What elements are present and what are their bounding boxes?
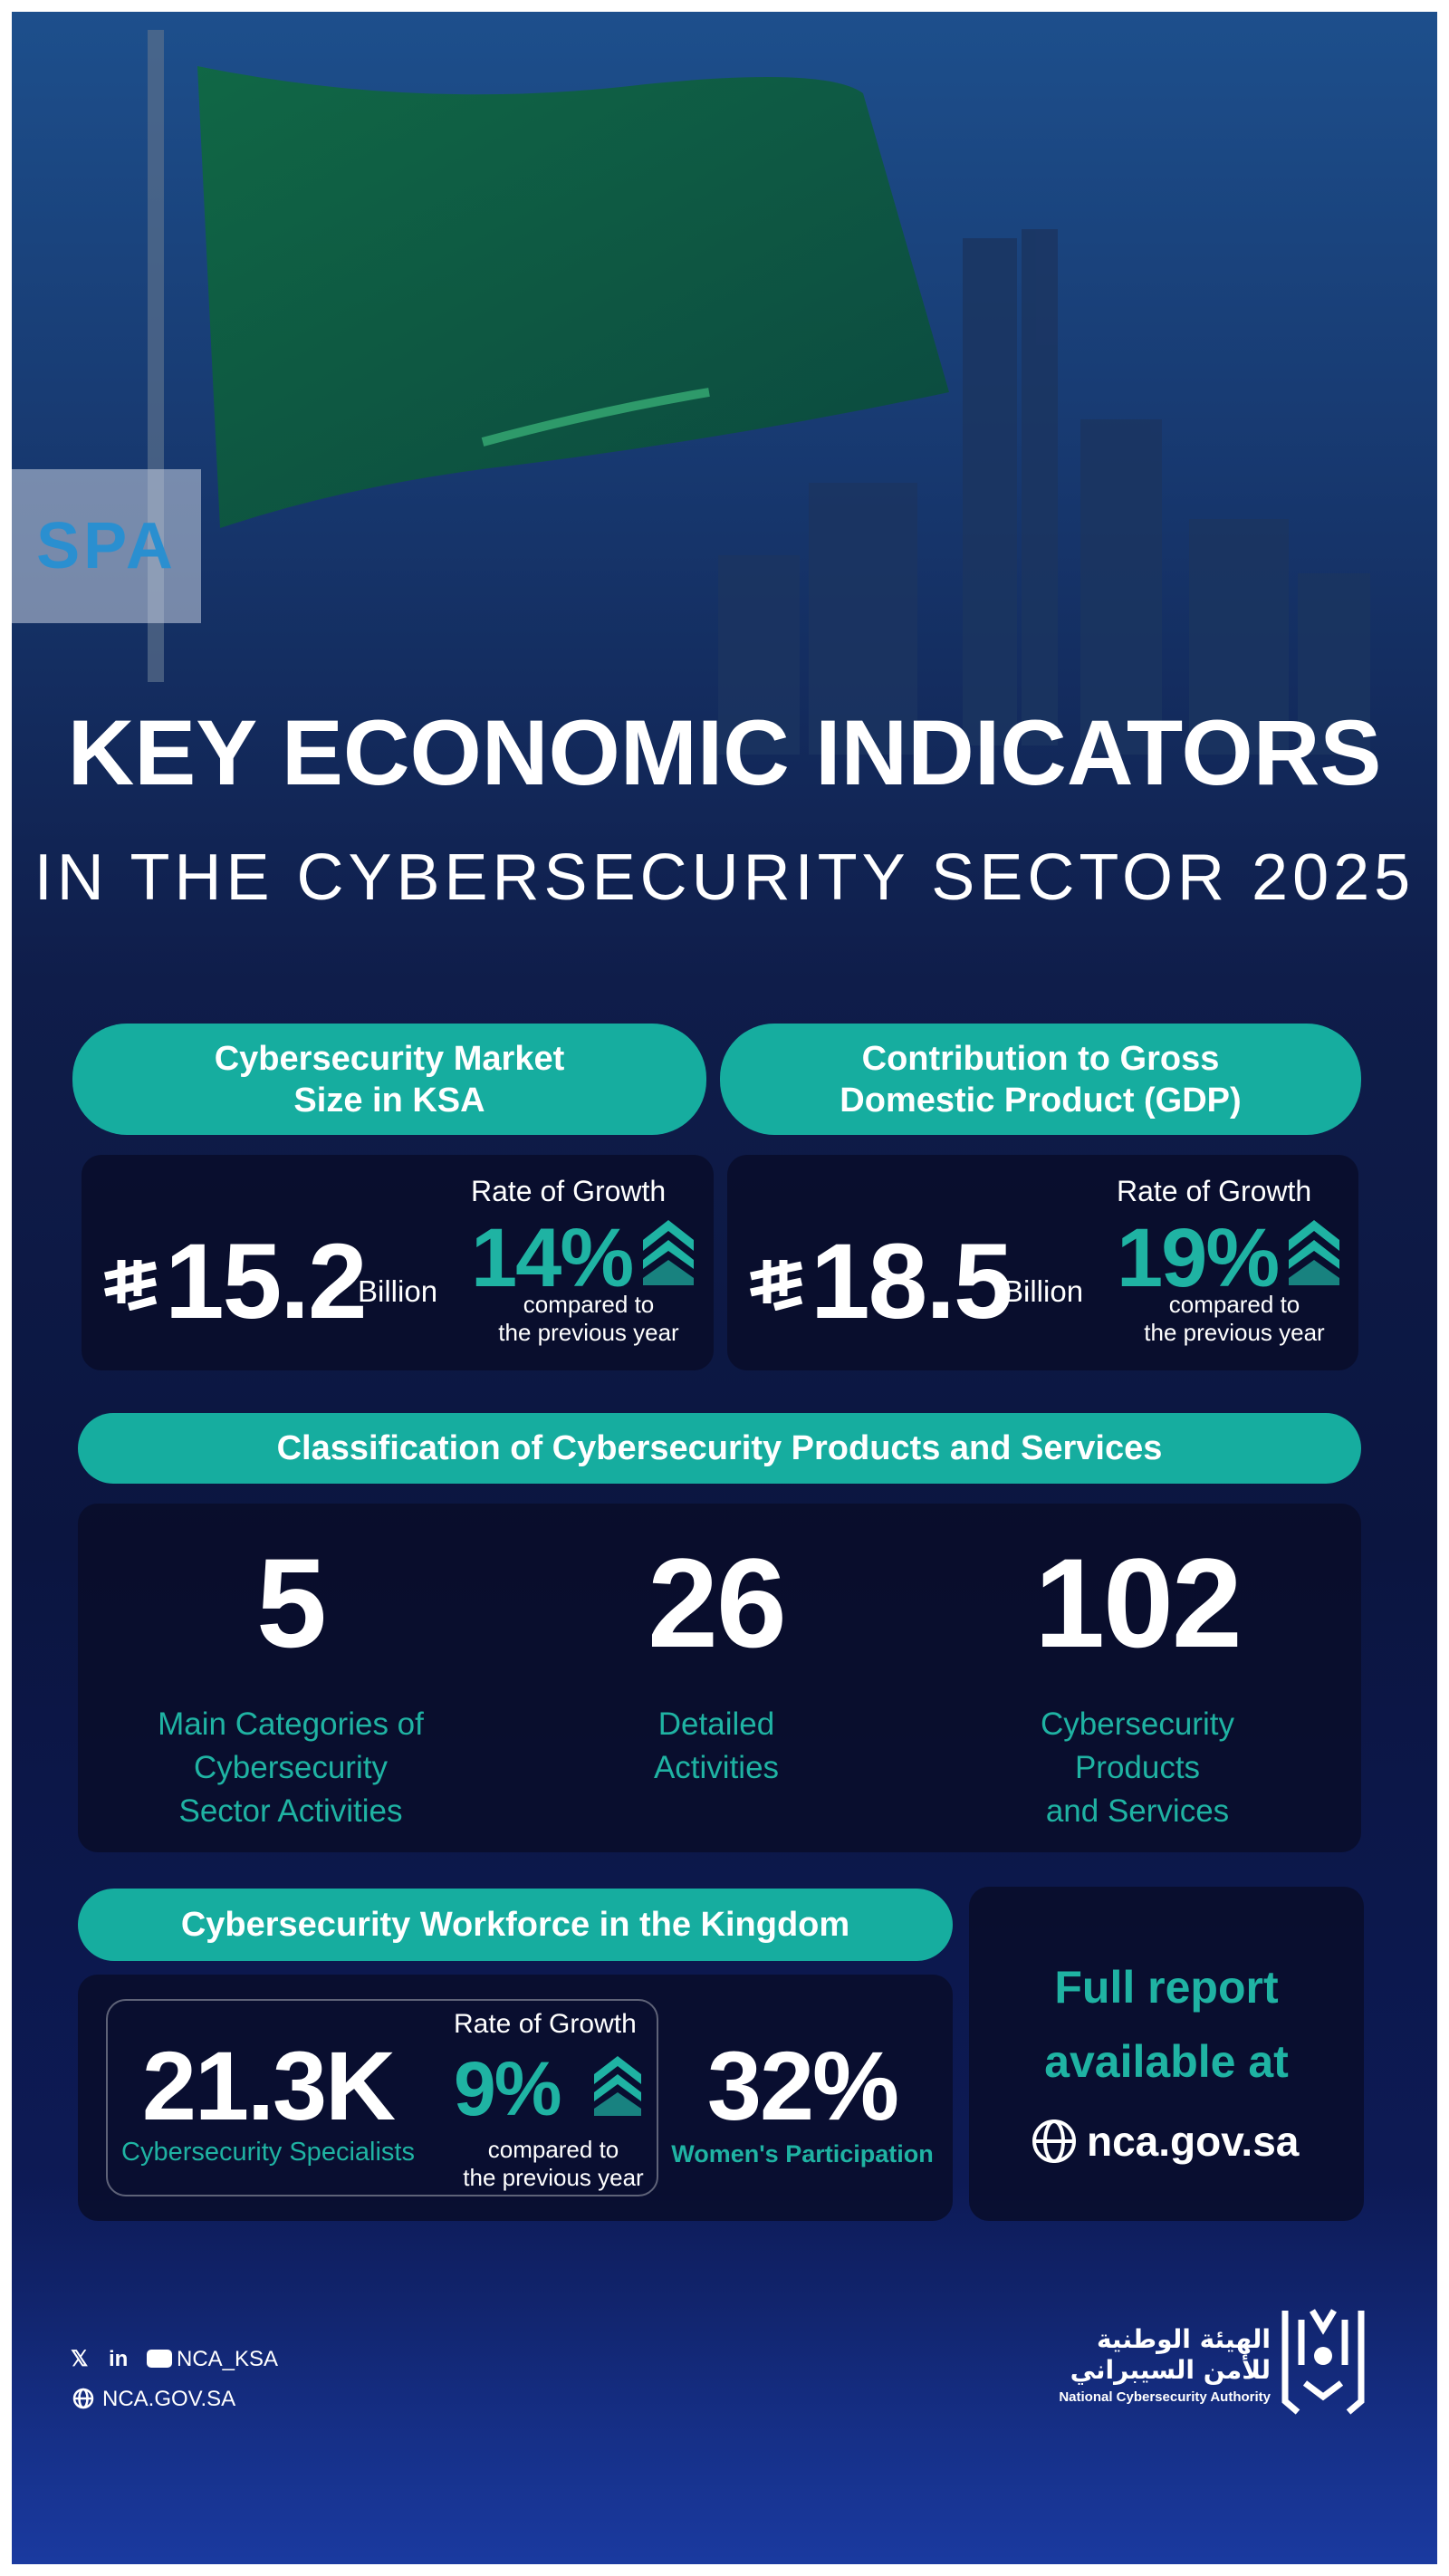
gdp-value: 18.5 xyxy=(811,1222,1013,1341)
growth-label: Rate of Growth xyxy=(1117,1175,1312,1207)
note-line: compared to xyxy=(523,1291,655,1318)
label-line: Main Categories of xyxy=(158,1706,424,1742)
growth-note: compared to the previous year xyxy=(1117,1291,1352,1347)
label-line: Activities xyxy=(653,1750,780,1785)
classification-box: 5 Main Categories of Cybersecurity Sector … xyxy=(78,1504,1361,1852)
report-line: available at xyxy=(1044,2036,1289,2087)
stat-label: Main Categories of Cybersecurity Sector Ac… xyxy=(114,1703,467,1833)
label-line: and Services xyxy=(1045,1793,1230,1829)
women-value: 32% xyxy=(706,2031,899,2140)
market-box: 15.2 Billion Rate of Growth 14% compared… xyxy=(82,1155,714,1370)
label-line: Cybersecurity xyxy=(1041,1706,1234,1742)
women-label: Women's Participation xyxy=(671,2140,934,2167)
riyal-symbol xyxy=(750,1260,803,1311)
workforce-heading: Cybersecurity Workforce in the Kingdom xyxy=(78,1889,953,1961)
title: KEY ECONOMIC INDICATORS xyxy=(67,701,1382,804)
growth-value: 19% xyxy=(1117,1212,1280,1304)
note-line: the previous year xyxy=(498,1319,679,1346)
note-line: compared to xyxy=(487,2136,619,2163)
market-value: 15.2 xyxy=(165,1222,368,1341)
infographic: SPA KEY ECONOMIC INDICATORS IN THE CYBER… xyxy=(12,12,1437,2564)
stat-label: Detailed Activities xyxy=(540,1703,893,1790)
growth-icon xyxy=(643,1220,694,1285)
growth-value: 14% xyxy=(471,1212,634,1304)
org-english: National Cybersecurity Authority xyxy=(1059,2389,1271,2405)
growth-note: compared to the previous year xyxy=(449,2136,657,2192)
classification-heading: Classification of Cybersecurity Products… xyxy=(78,1413,1361,1484)
org-line: للأمن السيبراني xyxy=(1070,2355,1271,2385)
social-handle: NCA_KSA xyxy=(177,2347,279,2371)
growth-value: 9% xyxy=(454,2046,561,2131)
heading-line: Domestic Product (GDP) xyxy=(840,1081,1242,1120)
growth-icon xyxy=(1289,1220,1339,1285)
heading-line: Contribution to Gross xyxy=(861,1039,1220,1078)
label-line: Sector Activities xyxy=(178,1793,403,1829)
note-line: compared to xyxy=(1168,1291,1300,1318)
report-box: Full report available at nca.gov.sa xyxy=(969,1887,1364,2221)
report-text: Full report available at xyxy=(969,1950,1364,2099)
org-line: الهيئة الوطنية xyxy=(1096,2324,1271,2354)
stat: 102 Cybersecurity Products and Services xyxy=(961,1531,1314,1833)
spa-logo: SPA xyxy=(12,469,201,623)
heading-line: Size in KSA xyxy=(293,1081,485,1120)
gdp-unit: Billion xyxy=(1003,1274,1084,1308)
globe-icon xyxy=(72,2388,94,2409)
growth-icon xyxy=(594,2056,641,2116)
specialists-card xyxy=(106,1999,658,2196)
note-line: the previous year xyxy=(463,2164,644,2191)
workforce-box: 21.3K Cybersecurity Specialists Rate of … xyxy=(78,1975,953,2221)
stat-label: Cybersecurity Products and Services xyxy=(961,1703,1314,1833)
gdp-heading: Contribution to Gross Domestic Product (… xyxy=(720,1024,1361,1135)
label-line: Products xyxy=(1074,1750,1201,1785)
growth-label: Rate of Growth xyxy=(471,1175,667,1207)
globe-icon xyxy=(1032,2119,1076,2163)
specialists-value: 21.3K xyxy=(141,2031,396,2140)
growth-note: compared to the previous year xyxy=(471,1291,706,1347)
nca-emblem xyxy=(1281,2309,1365,2415)
stat-value: 5 xyxy=(256,1532,327,1674)
report-line: Full report xyxy=(1054,1962,1279,2013)
stat: 5 Main Categories of Cybersecurity Sector … xyxy=(114,1531,467,1833)
svg-text:𝕏: 𝕏 xyxy=(71,2347,88,2371)
note-line: the previous year xyxy=(1144,1319,1325,1346)
market-heading: Cybersecurity Market Size in KSA xyxy=(72,1024,706,1135)
label-line: Cybersecurity xyxy=(194,1750,388,1785)
svg-text:in: in xyxy=(109,2347,128,2371)
heading-line: Cybersecurity Market xyxy=(214,1039,565,1078)
report-link[interactable]: nca.gov.sa xyxy=(1087,2118,1300,2165)
website[interactable]: NCA.GOV.SA xyxy=(102,2387,236,2411)
stat-value: 102 xyxy=(1034,1532,1243,1674)
specialists-label: Cybersecurity Specialists xyxy=(121,2138,415,2167)
market-unit: Billion xyxy=(358,1274,438,1308)
stat-value: 26 xyxy=(648,1532,787,1674)
org-arabic: الهيئة الوطنية للأمن السيبراني xyxy=(1026,2324,1271,2386)
gdp-box: 18.5 Billion Rate of Growth 19% compared… xyxy=(727,1155,1358,1370)
background-art xyxy=(148,30,1370,755)
subtitle: IN THE CYBERSECURITY SECTOR 2025 xyxy=(34,841,1415,914)
label-line: Detailed xyxy=(657,1706,775,1742)
growth-label: Rate of Growth xyxy=(454,2009,637,2039)
riyal-symbol xyxy=(104,1260,158,1311)
stat: 26 Detailed Activities xyxy=(540,1531,893,1790)
